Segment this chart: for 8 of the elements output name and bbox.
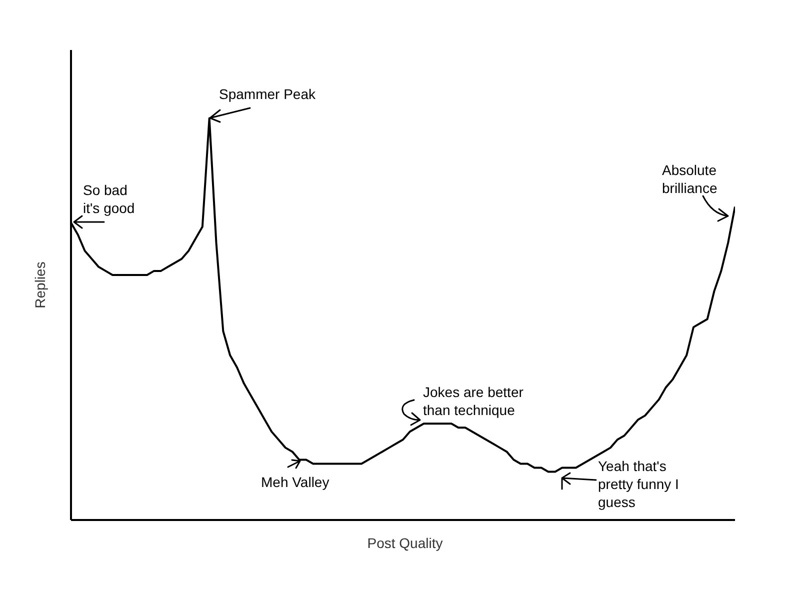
- annotation: So bad it's good: [83, 181, 136, 217]
- annotation: Yeah that's pretty funny I guess: [598, 457, 680, 511]
- y-axis-title: Replies: [32, 262, 48, 308]
- x-axis-title: Post Quality: [366, 535, 444, 551]
- text: Spammer Peak: [219, 85, 316, 103]
- annotation: Meh Valley: [261, 473, 330, 491]
- annotation: Jokes are better than technique: [423, 383, 524, 419]
- annotation: Absolute brilliance: [662, 161, 718, 197]
